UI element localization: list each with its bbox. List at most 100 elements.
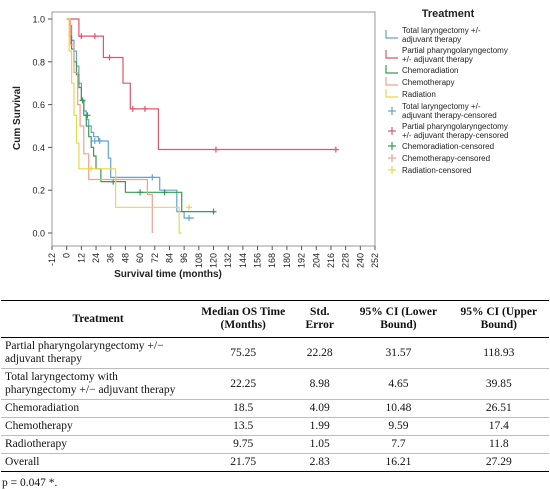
legend-label: Chemotherapy-censored [402,154,490,163]
y-tick-label: 0.4 [32,143,45,153]
table-header-row: Treatment Median OS Time (Months) Std. E… [1,300,549,338]
legend-label: Partial pharyngolaryngectomy +/- adjuvant… [402,46,508,64]
legend-item: Partial pharyngolaryngectomy +/- adjuvant… [388,122,509,140]
y-tick-label: 0.2 [32,186,45,196]
x-tick-label: 0 [62,253,72,258]
row-treatment: Total laryngectomy with pharyngectomy +/… [1,368,196,400]
legend-label: Chemotherapy [402,78,454,87]
header-treatment: Treatment [1,300,196,338]
legend-item: Total laryngectomy +/-adjuvant therapy-c… [388,102,497,120]
row-median: 18.5 [195,399,292,418]
x-tick-label: 156 [253,253,263,268]
x-tick-label: 84 [164,253,174,263]
row-ci-lower: 16.21 [348,453,449,472]
row-se: 1.99 [291,417,349,436]
x-tick-label: 180 [282,253,292,268]
table-row: Chemoradiation 18.5 4.09 10.48 26.51 [1,399,549,418]
x-tick-label: 252 [370,253,380,268]
legend-label: Total laryngectomy +/-adjuvant therapy-c… [402,102,497,120]
row-treatment: Overall [1,453,196,472]
km-curve [66,18,182,234]
legend-item: Total laryngectomy +/-adjuvant therapy [385,26,481,44]
row-ci-upper: 118.93 [448,337,549,369]
table-row: Chemotherapy 13.5 1.99 9.59 17.4 [1,417,549,436]
table-row: Radiotherapy 9.75 1.05 7.7 11.8 [1,435,549,454]
y-tick-label: 0.6 [32,100,45,110]
row-ci-upper: 11.8 [448,435,549,454]
x-tick-label: 204 [311,253,321,268]
x-tick-label: 144 [238,253,248,268]
legend-item: Chemotherapy [385,77,454,87]
header-ci-upper: 95% CI (Upper Bound) [448,300,549,338]
legend-swatch-line [385,50,398,59]
x-tick-label: 108 [194,253,204,268]
legend-item: Radiation [385,89,436,99]
p-value-note: p = 0.047 *. [2,477,58,489]
row-ci-upper: 27.29 [448,453,549,472]
legend-item: Chemoradiation-censored [388,142,494,151]
header-std-error: Std. Error [291,300,349,338]
row-treatment: Partial pharyngolaryngectomy +/− adjuvan… [1,337,196,369]
y-tick-label: 0.8 [32,57,45,67]
row-se: 2.83 [291,453,349,472]
header-median-os: Median OS Time (Months) [195,300,292,338]
legend-item: Chemotherapy-censored [388,154,490,163]
survival-chart: 0.0 0.2 0.4 0.6 0.8 1.0 -12 0 12 24 36 48 60 72 84 96 10… [12,8,509,280]
legend-label: Chemoradiation-censored [402,142,494,151]
x-tick-label: 216 [326,253,336,268]
x-tick-label: 72 [150,253,160,263]
legend: Total laryngectomy +/-adjuvant therapy Pa… [385,26,509,175]
row-median: 13.5 [195,417,292,436]
row-median: 21.75 [195,453,292,472]
legend-swatch-line [385,77,398,86]
legend-item: Radiation-censored [388,166,471,175]
table-row: Overall 21.75 2.83 16.21 27.29 [1,453,549,472]
x-tick-label: 192 [297,253,307,268]
x-axis-title: Survival time (months) [114,269,222,280]
header-ci-lower: 95% CI (Lower Bound) [348,300,449,338]
chart-axes: 0.0 0.2 0.4 0.6 0.8 1.0 -12 0 12 24 36 48 60 72 84 96 10… [32,11,380,268]
row-ci-upper: 26.51 [448,399,549,418]
row-se: 1.05 [291,435,349,454]
legend-label: Total laryngectomy +/-adjuvant therapy [402,26,481,44]
row-ci-upper: 17.4 [448,417,549,436]
x-tick-label: 36 [106,253,116,263]
y-tick-label: 0.0 [32,229,45,239]
legend-label: Radiation-censored [402,166,471,175]
x-tick-label: 24 [91,253,101,263]
row-se: 22.28 [291,337,349,369]
legend-item: Chemoradiation [385,65,458,75]
median-os-table: Treatment Median OS Time (Months) Std. E… [1,300,549,472]
legend-title: Treatment [422,8,475,20]
x-tick-label: 60 [135,253,145,263]
row-median: 22.25 [195,368,292,400]
legend-label: Partial pharyngolaryngectomy +/- adjuvant… [402,122,509,140]
row-ci-lower: 4.65 [348,368,449,400]
legend-label: Chemoradiation [402,66,458,75]
x-tick-label: 228 [341,253,351,268]
row-median: 9.75 [195,435,292,454]
legend-swatch-line [385,65,398,74]
y-tick-label: 1.0 [32,15,45,25]
y-axis-title: Cum Survival [12,86,23,150]
row-ci-lower: 9.59 [348,417,449,436]
km-curve [66,18,153,233]
results-table-container: Treatment Median OS Time (Months) Std. E… [0,300,550,489]
legend-label: Radiation [402,90,436,99]
row-se: 4.09 [291,399,349,418]
row-median: 75.25 [195,337,292,369]
x-tick-label: 12 [76,253,86,263]
x-tick-label: 48 [120,253,130,263]
row-se: 8.98 [291,368,349,400]
x-tick-label: 96 [179,253,189,263]
row-ci-lower: 10.48 [348,399,449,418]
row-ci-lower: 7.7 [348,435,449,454]
row-treatment: Chemoradiation [1,399,196,418]
table-row: Partial pharyngolaryngectomy +/− adjuvan… [1,337,549,369]
legend-swatch-line [385,89,398,98]
row-ci-upper: 39.85 [448,368,549,400]
row-ci-lower: 31.57 [348,337,449,369]
table-row: Total laryngectomy with pharyngectomy +/… [1,368,549,400]
chart-series [66,18,339,234]
row-treatment: Radiotherapy [1,435,196,454]
